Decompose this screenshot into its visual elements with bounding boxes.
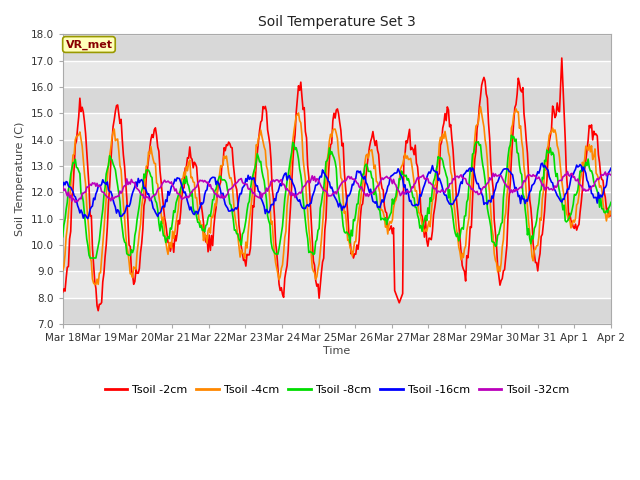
Bar xyxy=(63,192,611,218)
Bar xyxy=(63,87,611,113)
X-axis label: Time: Time xyxy=(323,346,351,356)
Bar xyxy=(63,166,611,192)
Bar xyxy=(63,140,611,166)
Text: VR_met: VR_met xyxy=(65,39,113,49)
Bar xyxy=(63,271,611,298)
Bar xyxy=(63,35,611,60)
Bar xyxy=(63,245,611,271)
Bar xyxy=(63,218,611,245)
Legend: Tsoil -2cm, Tsoil -4cm, Tsoil -8cm, Tsoil -16cm, Tsoil -32cm: Tsoil -2cm, Tsoil -4cm, Tsoil -8cm, Tsoi… xyxy=(100,381,573,399)
Title: Soil Temperature Set 3: Soil Temperature Set 3 xyxy=(258,15,416,29)
Y-axis label: Soil Temperature (C): Soil Temperature (C) xyxy=(15,122,25,236)
Bar xyxy=(63,298,611,324)
Bar xyxy=(63,113,611,140)
Bar xyxy=(63,60,611,87)
